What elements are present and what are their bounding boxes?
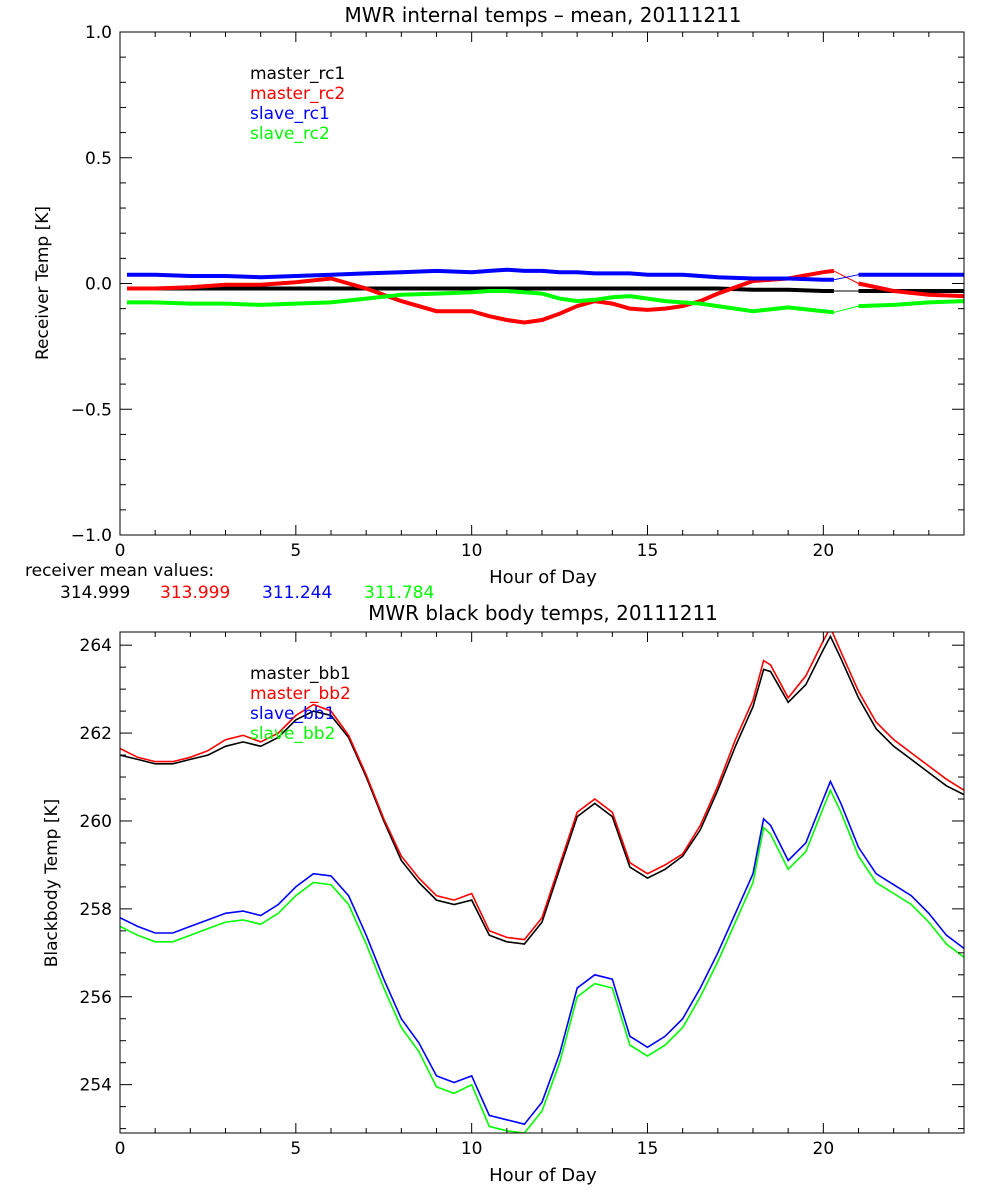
x-tick-label: 10 [461,541,483,561]
series-line-slave-rc1 [127,267,834,282]
y-tick-label: 0.0 [85,275,112,295]
y-tick-label: 256 [80,988,112,1008]
x-tick-label: 5 [290,1139,301,1159]
y-tick-label: 258 [80,900,112,920]
x-tick-label: 20 [813,1139,835,1159]
y-axis-label: Blackbody Temp [K] [42,799,62,968]
legend-entry-master-bb1: master_bb1 [250,664,351,684]
y-tick-label: 260 [80,812,112,832]
receiver-temps-chart: MWR internal temps – mean, 20111211 0 5 10… [33,3,965,588]
y-tick-label: 262 [80,724,112,744]
legend-entry-slave-rc1: slave_rc1 [250,104,330,124]
blackbody-temps-chart: MWR black body temps, 20111211 0 5 10 15 20 2… [42,601,965,1186]
legend-entry-master-rc1: master_rc1 [250,64,345,84]
series-line-slave-rc2 [127,289,835,315]
y-tick-label: 1.0 [85,23,112,43]
series-line-master-rc2-after-gap [858,281,964,299]
series-line-slave-bb2 [120,788,964,1133]
chart-title: MWR internal temps – mean, 20111211 [344,3,741,27]
y-tick-label: 254 [80,1076,112,1096]
mean-value-slave-rc2: 311.784 [364,583,434,603]
series-line-master-rc2 [127,268,835,325]
chart-title: MWR black body temps, 20111211 [368,601,718,625]
receiver-mean-values: receiver mean values: 314.999 313.999 31… [25,561,434,603]
x-axis-label: Hour of Day [489,1165,597,1186]
x-axis-label: Hour of Day [489,567,597,588]
mean-value-master-rc1: 314.999 [60,583,130,603]
series-gap-slave-rc2 [833,305,859,313]
series-line-slave-bb1 [120,779,964,1126]
plot-frame [119,631,965,1134]
series-gap-slave-rc1 [833,274,859,281]
y-tick-label: 0.5 [85,149,112,169]
axes: 0 5 10 15 20 −1.0 −0.5 0.0 0.5 1.0 [71,23,965,561]
y-tick-label: −1.0 [71,526,112,546]
legend-entry-slave-bb2: slave_bb2 [250,724,335,744]
series-lines [127,267,964,325]
mean-value-slave-rc1: 311.244 [262,583,332,603]
y-tick-label: −0.5 [71,400,112,420]
mean-values-label: receiver mean values: [25,561,214,581]
axes: 0 5 10 15 20 254 256 258 260 262 264 [80,632,965,1159]
x-tick-label: 10 [461,1139,483,1159]
legend-entry-slave-bb1: slave_bb1 [250,704,335,724]
series-line-master-rc1 [127,286,834,293]
x-tick-label: 0 [115,541,126,561]
legend-entry-master-rc2: master_rc2 [250,84,345,104]
x-tick-label: 20 [813,541,835,561]
series-line-master-bb2 [120,632,964,941]
mean-value-master-rc2: 313.999 [160,583,230,603]
y-tick-label: 264 [80,636,112,656]
x-tick-label: 5 [290,541,301,561]
legend-entry-slave-rc2: slave_rc2 [250,124,330,144]
x-tick-label: 15 [637,541,659,561]
series-line-master-bb1 [120,634,964,945]
y-axis-label: Receiver Temp [K] [33,206,53,360]
x-tick-label: 0 [115,1139,126,1159]
series-line-slave-rc2-after-gap [858,299,964,309]
series-lines [120,632,964,1133]
x-tick-label: 15 [637,1139,659,1159]
legend-entry-master-bb2: master_bb2 [250,684,351,704]
